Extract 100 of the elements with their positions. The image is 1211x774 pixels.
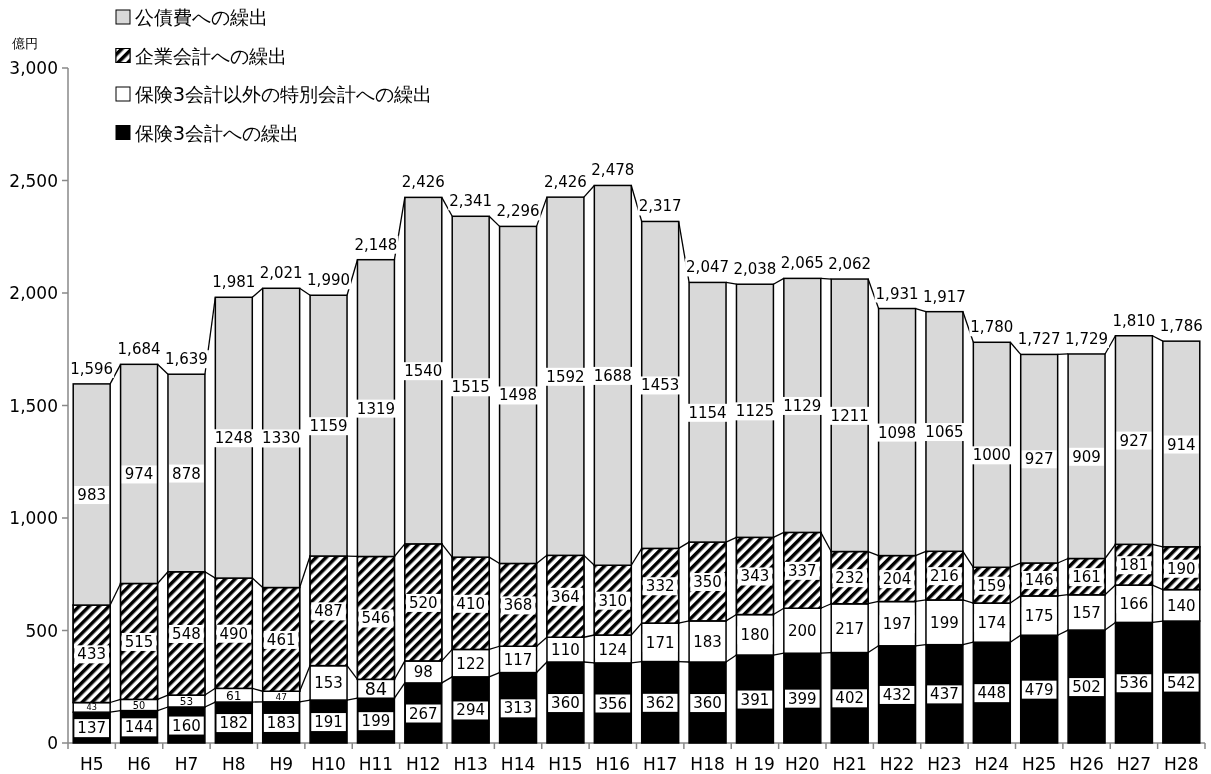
data-label: 157 (1072, 603, 1101, 622)
data-label: 197 (882, 615, 912, 634)
data-label: 200 (787, 622, 817, 641)
data-label: 362 (645, 693, 675, 712)
data-label: 1330 (262, 429, 301, 448)
data-label: 1125 (735, 402, 775, 421)
data-label: 217 (835, 619, 865, 638)
data-label: 332 (645, 577, 675, 596)
total-label: 1,684 (117, 340, 161, 359)
total-label: 1,727 (1017, 330, 1061, 349)
data-label: 402 (835, 689, 865, 708)
data-label: 1211 (830, 406, 869, 425)
data-label: 182 (219, 714, 249, 733)
data-label: 1159 (309, 417, 348, 436)
total-label: 2,478 (591, 161, 635, 180)
total-label: 2,047 (686, 258, 730, 277)
x-tick-label: H25 (1021, 754, 1057, 774)
data-label: 337 (787, 561, 817, 580)
x-tick-label: H12 (406, 754, 441, 774)
x-tick-label: H23 (927, 754, 962, 774)
data-label: 53 (179, 694, 194, 707)
x-tick-label: H17 (642, 754, 678, 774)
data-label: 294 (456, 701, 486, 720)
data-label: 137 (77, 719, 107, 738)
data-label: 461 (266, 630, 296, 649)
data-label: 360 (551, 694, 580, 713)
data-label: 199 (930, 613, 959, 632)
data-label: 124 (598, 640, 628, 659)
data-label: 84 (364, 679, 388, 700)
x-tick-label: H13 (453, 754, 488, 774)
total-label: 2,426 (543, 173, 587, 192)
data-label: 180 (740, 626, 770, 645)
total-label: 1,981 (212, 273, 256, 292)
data-label: 1248 (214, 429, 253, 448)
x-tick-label: H21 (832, 754, 867, 774)
y-tick-label: 0 (47, 733, 58, 753)
x-tick-label: H6 (127, 754, 151, 774)
data-label: 161 (1072, 568, 1101, 587)
data-label: 437 (930, 685, 959, 704)
data-label: 360 (693, 694, 722, 713)
data-label: 364 (551, 587, 580, 606)
data-label: 313 (503, 699, 533, 718)
x-tick-label: H14 (500, 754, 536, 774)
x-tick-label: H5 (79, 754, 104, 774)
data-label: 914 (1166, 435, 1196, 454)
y-tick-label: 2,500 (9, 170, 58, 191)
data-label: 159 (977, 576, 1007, 595)
data-label: 1498 (498, 386, 538, 405)
data-label: 410 (456, 594, 486, 613)
data-label: 536 (1119, 674, 1149, 693)
total-label: 1,729 (1065, 329, 1109, 348)
data-label: 433 (77, 645, 107, 664)
data-label: 190 (1166, 559, 1196, 578)
data-label: 927 (1119, 431, 1149, 450)
data-label: 350 (693, 573, 722, 591)
data-label: 204 (882, 570, 912, 589)
total-label: 1,810 (1112, 311, 1156, 330)
x-tick-label: H16 (595, 754, 631, 774)
x-tick-label: H28 (1164, 754, 1199, 774)
data-label: 216 (930, 567, 959, 586)
x-tick-label: H18 (690, 754, 725, 774)
data-label: 171 (645, 633, 675, 652)
data-label: 448 (977, 684, 1007, 703)
data-label: 199 (361, 712, 391, 731)
x-tick-label: H11 (358, 754, 394, 774)
total-label: 1,917 (922, 287, 966, 306)
total-label: 2,038 (733, 260, 777, 279)
data-label: 122 (456, 654, 486, 673)
data-label: 191 (314, 713, 343, 732)
total-label: 1,931 (875, 284, 919, 303)
total-label: 1,780 (970, 318, 1014, 337)
data-label: 520 (408, 593, 438, 612)
x-tick-label: H10 (311, 754, 346, 774)
data-label: 1319 (356, 399, 396, 418)
data-label: 515 (124, 632, 154, 651)
data-label: 175 (1024, 607, 1054, 626)
x-tick-label: H22 (879, 754, 915, 774)
total-label: 2,062 (828, 255, 872, 274)
data-label: 50 (132, 699, 146, 711)
data-label: 983 (77, 486, 107, 505)
y-tick-label: 2,000 (9, 283, 58, 303)
data-label: 432 (882, 685, 912, 704)
total-label: 2,148 (354, 235, 398, 254)
legend-label: 保険3会計以外の特別会計への繰出 (135, 83, 433, 105)
data-label: 98 (413, 663, 433, 682)
data-label: 183 (693, 632, 722, 651)
data-label: 310 (598, 591, 628, 610)
data-label: 1065 (925, 423, 964, 442)
data-label: 1453 (641, 376, 680, 395)
y-axis-title: 億円 (12, 36, 38, 51)
data-label: 174 (977, 614, 1007, 633)
data-label: 542 (1166, 673, 1196, 692)
data-label: 232 (835, 569, 865, 588)
total-label: 2,341 (449, 192, 493, 211)
data-label: 166 (1119, 595, 1149, 614)
data-label: 1098 (877, 423, 917, 442)
legend-label: 公債費への繰出 (135, 6, 268, 28)
data-label: 502 (1072, 678, 1101, 697)
data-label: 356 (598, 694, 628, 713)
data-label: 909 (1072, 447, 1101, 466)
